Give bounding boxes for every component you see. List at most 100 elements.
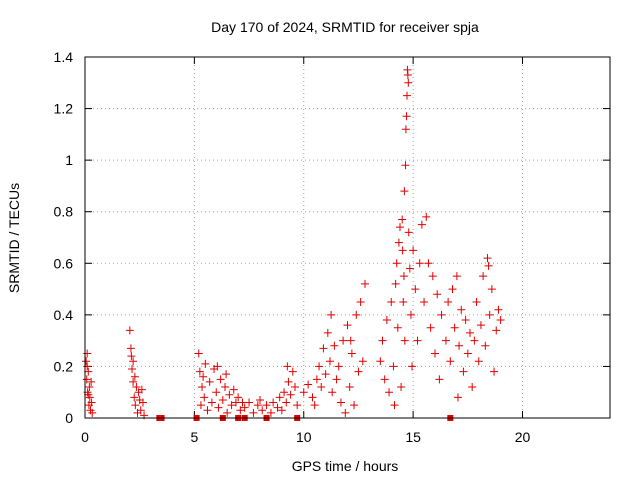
y-tick-label: 0 — [65, 410, 73, 426]
data-point — [390, 401, 399, 410]
data-point — [398, 246, 407, 255]
data-point — [405, 264, 414, 273]
data-point — [404, 228, 413, 237]
data-point — [399, 297, 408, 306]
data-point — [485, 310, 494, 319]
data-point — [413, 336, 422, 345]
data-point — [387, 297, 396, 306]
data-point — [225, 390, 234, 399]
data-point — [282, 398, 291, 407]
data-point — [312, 375, 321, 384]
data-point — [212, 388, 221, 397]
data-point — [403, 91, 411, 100]
data-point — [236, 406, 245, 415]
data-point — [131, 401, 140, 410]
data-point — [382, 316, 391, 325]
data-point — [129, 377, 138, 386]
data-point — [293, 401, 302, 410]
data-point — [404, 78, 413, 87]
data-point — [328, 388, 337, 397]
data-point — [400, 187, 409, 196]
data-point — [88, 408, 97, 417]
y-tick-label: 0.8 — [54, 204, 74, 220]
data-point — [426, 323, 435, 332]
data-point — [198, 383, 207, 392]
data-point — [288, 367, 297, 376]
data-point — [411, 285, 420, 294]
tick-labels: 0 0.2 0.4 0.6 0.8 1 1.2 1.4 0 5 10 15 20 — [54, 49, 531, 445]
data-point — [299, 388, 308, 397]
data-point — [437, 310, 446, 319]
data-point — [339, 336, 348, 345]
y-tick-label: 0.2 — [54, 358, 74, 374]
data-point — [280, 388, 289, 397]
data-point — [317, 383, 326, 392]
data-point — [457, 305, 466, 314]
data-point — [496, 316, 505, 325]
x-tick-label: 15 — [405, 429, 421, 445]
data-point — [450, 323, 459, 332]
data-point — [494, 305, 503, 314]
data-point — [199, 372, 208, 381]
data-point — [319, 344, 328, 353]
plot-frame — [84, 56, 611, 419]
data-point — [378, 336, 387, 345]
data-point — [221, 383, 229, 392]
data-point — [474, 357, 483, 366]
data-point — [354, 367, 363, 376]
data-point — [137, 385, 146, 394]
data-point — [321, 370, 330, 379]
data-point — [417, 220, 426, 229]
data-point — [327, 310, 336, 319]
y-tick-label: 0.4 — [54, 307, 74, 323]
data-point — [358, 357, 367, 366]
data-point — [352, 310, 361, 319]
data-point — [240, 403, 249, 412]
data-point — [380, 375, 389, 384]
x-tick-label: 20 — [515, 429, 531, 445]
data-point — [87, 377, 96, 386]
axis-ticks — [84, 56, 610, 419]
data-point — [138, 398, 147, 407]
data-point — [461, 316, 470, 325]
data-point — [385, 388, 394, 397]
y-tick-label: 0.6 — [54, 255, 74, 271]
data-point — [334, 362, 343, 371]
data-point — [132, 383, 141, 392]
data-point — [483, 254, 492, 263]
data-point — [435, 375, 444, 384]
data-point — [490, 367, 499, 376]
chart-title: Day 170 of 2024, SRMTID for receiver spj… — [211, 19, 479, 35]
x-tick-label: 0 — [81, 429, 89, 445]
data-point — [422, 212, 431, 221]
data-point — [403, 71, 412, 80]
grid-lines — [85, 57, 610, 418]
data-point — [87, 398, 96, 407]
data-point — [83, 362, 92, 371]
data-point — [347, 349, 356, 358]
data-point — [350, 401, 359, 410]
data-point — [229, 385, 238, 394]
data-point — [472, 297, 481, 306]
y-tick-label: 1.4 — [54, 49, 74, 65]
data-point — [308, 393, 317, 402]
y-tick-label: 1 — [65, 152, 73, 168]
data-point — [433, 290, 442, 299]
data-point — [452, 272, 461, 281]
data-point — [128, 365, 137, 374]
data-point — [431, 349, 439, 358]
data-point — [253, 401, 262, 410]
data-point — [269, 398, 278, 407]
data-point — [245, 398, 254, 407]
data-point — [130, 372, 139, 381]
data-point — [336, 398, 345, 407]
data-point — [409, 246, 418, 255]
data-point — [214, 403, 223, 412]
data-point — [291, 383, 299, 392]
data-point — [203, 406, 212, 415]
data-point — [266, 408, 275, 417]
data-point — [444, 297, 453, 306]
data-point — [234, 393, 243, 402]
data-point — [376, 357, 385, 366]
data-point — [453, 393, 462, 402]
